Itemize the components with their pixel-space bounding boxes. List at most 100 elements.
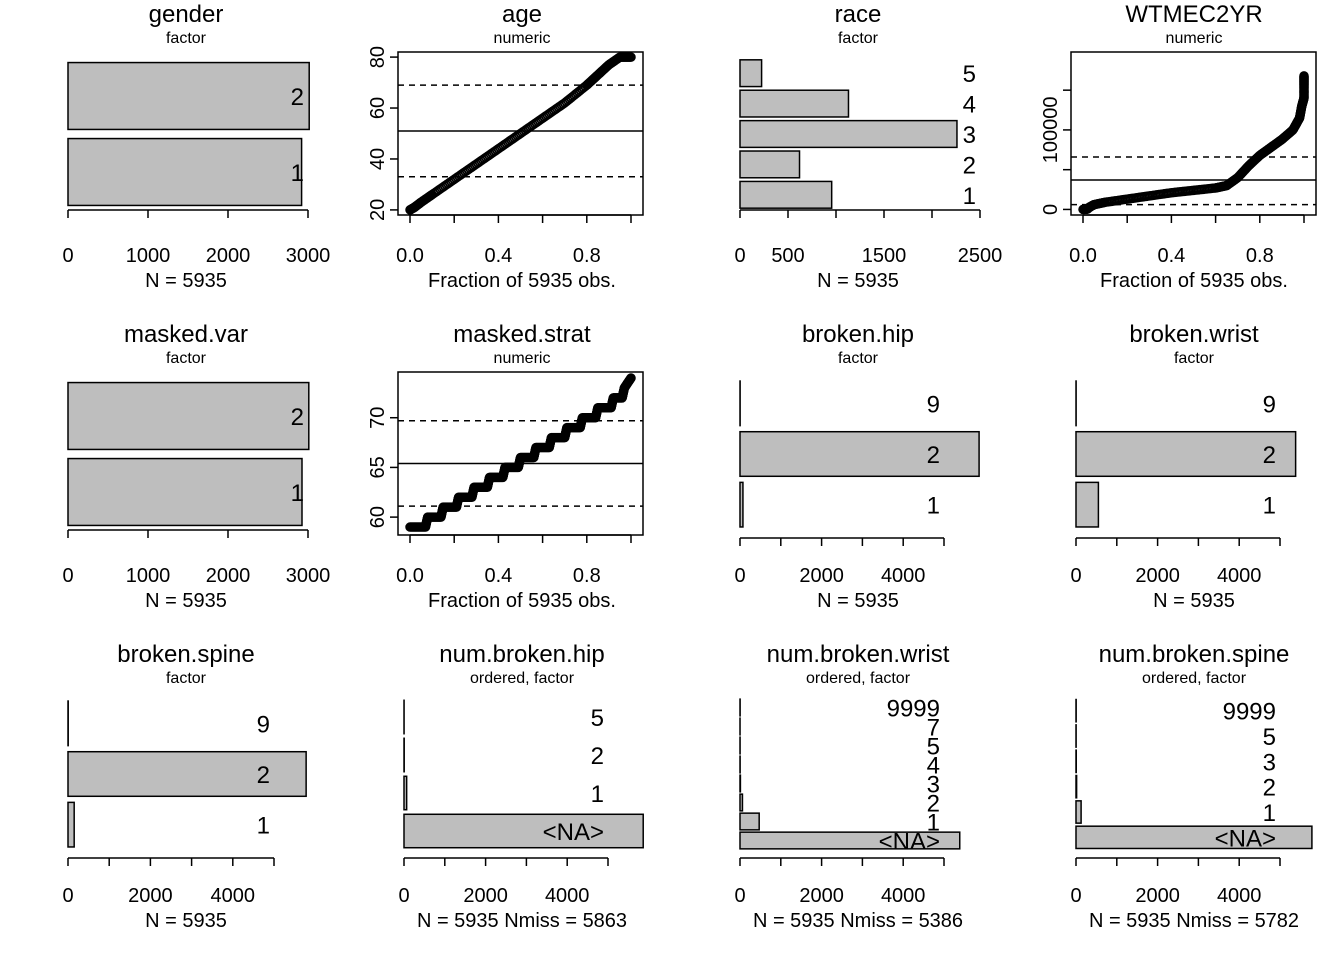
- x-tick-label: 0: [62, 885, 73, 907]
- panel-footer: N = 5935: [817, 590, 899, 612]
- bar-label-1: 1: [963, 183, 976, 210]
- x-tick-label: 2000: [463, 885, 508, 907]
- panel-footer: N = 5935: [145, 590, 227, 612]
- panel-footer: N = 5935 Nmiss = 5782: [1089, 910, 1299, 932]
- panel-num-broken-hip: num.broken.hip ordered, factor <NA> 1 2 5 0 200…: [398, 641, 644, 932]
- bar-label-9999: 9999: [887, 696, 940, 723]
- x-tick-label: 1000: [126, 245, 171, 267]
- bar-label-2: 2: [927, 442, 940, 469]
- x-tick-label: 0.0: [396, 245, 424, 267]
- panel-age: age numeric 20 40 60 80 0.0 0.4 0.8 Fraction of 5…: [367, 1, 644, 292]
- bar-label-1: 1: [927, 810, 940, 837]
- data-points: [405, 52, 636, 215]
- panel-subtitle: factor: [166, 350, 207, 367]
- y-tick-label: 60: [367, 97, 389, 119]
- y-tick-label: 60: [367, 506, 389, 528]
- panel-subtitle: factor: [838, 350, 879, 367]
- panel-title: num.broken.spine: [1099, 641, 1290, 668]
- bar-label-2: 2: [291, 84, 304, 111]
- bar-2: [1075, 430, 1297, 478]
- x-tick-label: 4000: [545, 885, 590, 907]
- bar-label-na: <NA>: [879, 829, 940, 856]
- x-tick-label: 0: [398, 885, 409, 907]
- x-tick-label: 0.4: [484, 565, 512, 587]
- x-axis-label: Fraction of 5935 obs.: [428, 590, 616, 612]
- panel-masked-var: masked.var factor 1 2 0 1000 2000 3000 N = 5935: [62, 321, 330, 612]
- panel-title: race: [835, 1, 882, 28]
- x-tick-label: 0.8: [573, 565, 601, 587]
- x-tick-label: 0.0: [396, 565, 424, 587]
- panel-title: broken.hip: [802, 321, 914, 348]
- x-tick-label: 0.4: [484, 245, 512, 267]
- x-tick-label: 3000: [286, 565, 331, 587]
- panel-broken-wrist: broken.wrist factor 1 2 9 0 2000 4000 N = 5935: [1070, 321, 1297, 612]
- y-tick-label: 65: [367, 456, 389, 478]
- y-tick-label: 20: [367, 199, 389, 221]
- panel-title: WTMEC2YR: [1125, 1, 1262, 28]
- bar-na: [403, 813, 644, 849]
- panel-broken-spine: broken.spine factor 1 2 9 0 2000 4000 N = 5935: [62, 641, 307, 932]
- panel-title: gender: [149, 1, 224, 28]
- x-tick-label: 3000: [286, 245, 331, 267]
- bar-label-3: 3: [1263, 749, 1276, 776]
- y-tick-label: 70: [367, 407, 389, 429]
- bar-3: [739, 119, 958, 149]
- x-tick-label: 2000: [799, 885, 844, 907]
- panel-title: masked.var: [124, 321, 248, 348]
- x-tick-label: 0: [62, 245, 73, 267]
- y-tick-label: 40: [367, 148, 389, 170]
- bar-label-2: 2: [963, 152, 976, 179]
- data-point: [626, 373, 636, 383]
- bar-1: [739, 481, 744, 528]
- panel-footer: N = 5935: [1153, 590, 1235, 612]
- bar-label-2: 2: [291, 404, 304, 431]
- bar-2: [67, 750, 307, 798]
- panel-title: num.broken.wrist: [767, 641, 950, 668]
- data-points: [1078, 71, 1309, 215]
- x-tick-label: 2000: [799, 565, 844, 587]
- bar-na: [1075, 825, 1313, 850]
- panel-footer: N = 5935: [145, 270, 227, 292]
- bar-label-1: 1: [1263, 493, 1276, 520]
- bar-1: [739, 812, 760, 831]
- panel-subtitle: numeric: [494, 350, 551, 367]
- data-point: [1299, 71, 1309, 81]
- panel-subtitle: factor: [166, 30, 207, 47]
- bar-2: [67, 61, 310, 131]
- panel-footer: N = 5935 Nmiss = 5386: [753, 910, 963, 932]
- bar-label-5: 5: [963, 61, 976, 88]
- bar-label-4: 4: [963, 92, 976, 119]
- bar-label-1: 1: [257, 813, 270, 840]
- x-tick-label: 0.4: [1157, 245, 1185, 267]
- panel-wtmec2yr: WTMEC2YR numeric 0 100000 0.0 0.4 0.8 Fraction …: [1040, 1, 1317, 292]
- panel-footer: N = 5935: [145, 910, 227, 932]
- panel-title: masked.strat: [453, 321, 591, 348]
- x-tick-label: 1500: [862, 245, 907, 267]
- bar-label-2: 2: [1263, 775, 1276, 802]
- bar-label-2: 2: [257, 762, 270, 789]
- y-tick-label: 80: [367, 46, 389, 68]
- x-tick-label: 4000: [881, 565, 926, 587]
- panel-race: race factor 1 2 3 4 5 0 500 1500 2500 N = 5935: [734, 1, 1002, 292]
- panel-subtitle: factor: [838, 30, 879, 47]
- data-point: [626, 52, 636, 62]
- x-tick-label: 0.0: [1069, 245, 1097, 267]
- y-tick-label: 0: [1040, 204, 1062, 215]
- bar-label-9: 9: [927, 391, 940, 418]
- panel-subtitle: numeric: [494, 30, 551, 47]
- panel-footer: N = 5935 Nmiss = 5863: [417, 910, 627, 932]
- panel-title: num.broken.hip: [439, 641, 604, 668]
- x-axis-label: Fraction of 5935 obs.: [1100, 270, 1288, 292]
- bar-label-1: 1: [591, 781, 604, 808]
- bar-2: [739, 793, 744, 812]
- bar-1: [67, 801, 75, 848]
- bar-label-9: 9: [257, 711, 270, 738]
- bar-label-2: 2: [1263, 442, 1276, 469]
- bar-label-2: 2: [591, 743, 604, 770]
- x-tick-label: 0: [734, 245, 745, 267]
- panel-masked-strat: masked.strat numeric 60 65 70 0.0 0.4 0.8 Fracti…: [367, 321, 644, 612]
- bar-label-1: 1: [291, 160, 304, 187]
- panel-subtitle: factor: [166, 670, 207, 687]
- panel-title: broken.spine: [117, 641, 254, 668]
